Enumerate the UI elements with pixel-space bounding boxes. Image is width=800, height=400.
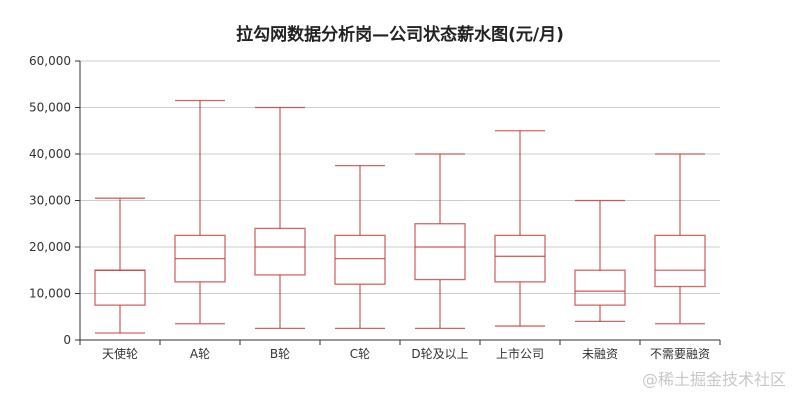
x-tick-label: D轮及以上 — [411, 347, 468, 361]
x-tick-label: 天使轮 — [102, 346, 138, 361]
box — [494, 234, 546, 283]
y-tick-label: 20,000 — [29, 240, 71, 254]
x-tick-label: 上市公司 — [496, 346, 544, 361]
chart-title: 拉勾网数据分析岗—公司状态薪水图(元/月) — [236, 25, 564, 45]
y-tick-label: 0 — [63, 333, 71, 347]
y-tick-label: 60,000 — [29, 54, 71, 68]
y-tick-label: 30,000 — [29, 194, 71, 208]
box — [334, 234, 386, 285]
x-tick-label: A轮 — [190, 347, 210, 361]
x-tick-label: B轮 — [270, 347, 290, 361]
x-tick-label: 未融资 — [582, 347, 618, 361]
x-tick-label: 不需要融资 — [650, 347, 710, 361]
y-tick-label: 10,000 — [29, 287, 71, 301]
y-tick-label: 50,000 — [29, 101, 71, 115]
y-tick-label: 40,000 — [29, 147, 71, 161]
box — [414, 223, 466, 281]
watermark: @稀土掘金技术社区 — [641, 370, 786, 389]
box — [254, 227, 306, 276]
x-tick-label: C轮 — [350, 347, 370, 361]
box — [94, 269, 146, 306]
box — [574, 269, 626, 306]
box — [654, 234, 706, 288]
